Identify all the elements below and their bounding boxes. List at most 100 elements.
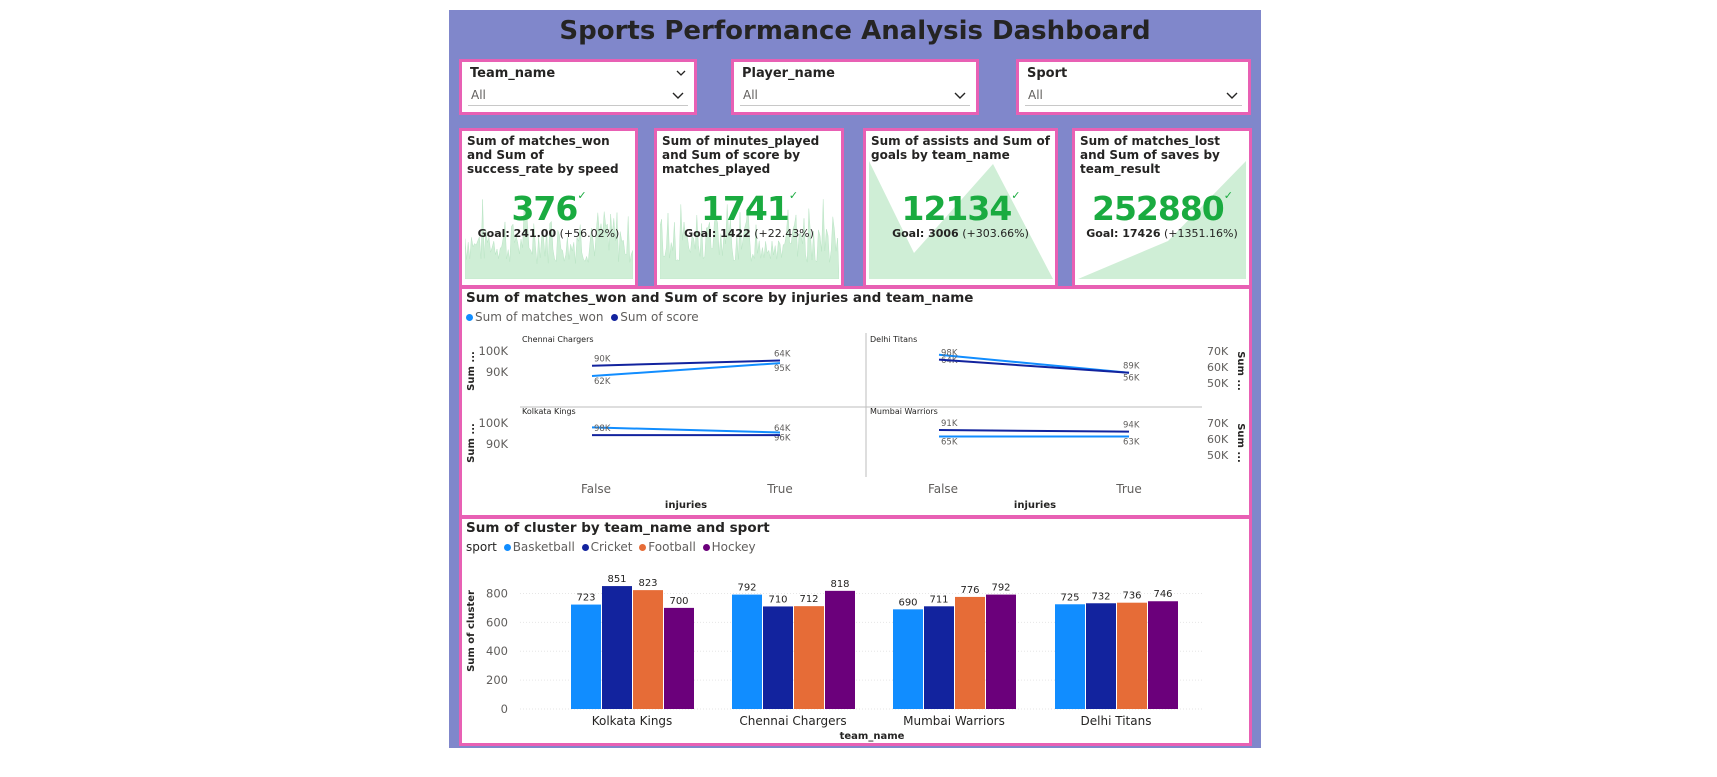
kpi-value: 376✓ bbox=[511, 189, 586, 228]
series-line[interactable] bbox=[591, 359, 781, 367]
slicer-dropdown[interactable]: All bbox=[740, 85, 970, 106]
slicer-player-name[interactable]: Player_name All bbox=[731, 59, 979, 115]
series-line[interactable] bbox=[938, 358, 1130, 374]
bar[interactable] bbox=[1086, 603, 1116, 709]
bar[interactable] bbox=[924, 606, 954, 709]
bar[interactable] bbox=[571, 604, 601, 709]
data-label: 56K bbox=[1123, 374, 1140, 384]
chevron-down-icon bbox=[1226, 92, 1238, 99]
slicer-label: Sport bbox=[1027, 66, 1068, 81]
bar[interactable] bbox=[794, 606, 824, 709]
kpi-card-matches-lost[interactable]: Sum of matches_lost and Sum of saves by … bbox=[1072, 128, 1252, 288]
data-label: 62K bbox=[594, 377, 611, 387]
x-tick: False bbox=[581, 482, 611, 496]
bar[interactable] bbox=[986, 594, 1016, 709]
kpi-title: Sum of assists and Sum of goals by team_… bbox=[871, 134, 1050, 162]
kpi-card-minutes-played[interactable]: Sum of minutes_played and Sum of score b… bbox=[654, 128, 844, 288]
kpi-trend-area bbox=[869, 161, 1053, 279]
y-tick-right: 60K bbox=[1207, 433, 1229, 446]
y-tick: 90K bbox=[486, 365, 509, 379]
data-label: 91K bbox=[941, 419, 958, 429]
panel-label: Kolkata Kings bbox=[522, 407, 576, 416]
check-icon: ✓ bbox=[1223, 189, 1233, 202]
data-label: 64K bbox=[774, 424, 791, 434]
data-label: 818 bbox=[830, 579, 849, 590]
x-tick: Delhi Titans bbox=[1081, 714, 1152, 728]
bar[interactable] bbox=[763, 606, 793, 709]
data-label: 90K bbox=[594, 355, 611, 365]
x-axis-title: injuries bbox=[1014, 500, 1056, 511]
slicer-value: All bbox=[471, 88, 486, 102]
data-label: 823 bbox=[638, 578, 657, 589]
legend-item[interactable]: Sum of matches_won bbox=[475, 310, 604, 324]
bar[interactable] bbox=[825, 590, 855, 709]
data-label: 851 bbox=[607, 574, 626, 585]
bar[interactable] bbox=[955, 596, 985, 709]
kpi-title: Sum of matches_lost and Sum of saves by … bbox=[1080, 134, 1221, 176]
slicer-dropdown[interactable]: All bbox=[468, 85, 688, 106]
check-icon: ✓ bbox=[577, 189, 586, 202]
chart-legend: Sum of matches_won Sum of score bbox=[466, 310, 699, 324]
kpi-trend-area bbox=[465, 199, 633, 279]
legend-dot-cricket bbox=[581, 544, 589, 551]
data-label: 725 bbox=[1060, 592, 1079, 603]
data-label: 723 bbox=[576, 593, 595, 604]
bar[interactable] bbox=[1117, 602, 1147, 709]
y-tick: 800 bbox=[486, 586, 508, 600]
data-label: 65K bbox=[941, 438, 958, 448]
data-label: 64K bbox=[774, 350, 791, 360]
y-axis-title: Sum ... bbox=[466, 423, 477, 463]
legend-item[interactable]: Sum of score bbox=[620, 310, 699, 324]
y-tick-right: 50K bbox=[1207, 449, 1229, 462]
bar[interactable] bbox=[1148, 601, 1178, 709]
x-tick: Mumbai Warriors bbox=[903, 714, 1005, 728]
data-label: 712 bbox=[799, 594, 818, 605]
series-line[interactable] bbox=[938, 429, 1130, 433]
data-label: 98K bbox=[941, 349, 958, 359]
slicer-label: Team_name bbox=[470, 66, 556, 81]
x-axis-title: injuries bbox=[665, 500, 707, 511]
kpi-trend-area bbox=[1078, 161, 1246, 279]
bar[interactable] bbox=[602, 586, 632, 709]
series-line[interactable] bbox=[591, 362, 781, 378]
legend-dot-score bbox=[611, 314, 619, 321]
bar-chart-plot: Sum of cluster team_name 0 200 400 600 800 72… bbox=[466, 574, 1202, 742]
chevron-down-icon[interactable] bbox=[674, 66, 688, 80]
data-label: 690 bbox=[898, 597, 917, 608]
legend-item[interactable]: Football bbox=[648, 540, 696, 554]
legend-dot-football bbox=[639, 544, 647, 551]
y-tick: 200 bbox=[486, 673, 508, 687]
legend-title: sport bbox=[466, 540, 497, 554]
kpi-value: 252880✓ bbox=[1092, 189, 1233, 228]
bar[interactable] bbox=[893, 609, 923, 709]
legend-dot-basketball bbox=[503, 544, 511, 551]
data-label: 732 bbox=[1091, 591, 1110, 602]
legend-item[interactable]: Basketball bbox=[512, 540, 575, 554]
slicer-sport[interactable]: Sport All bbox=[1016, 59, 1251, 115]
y-tick: 90K bbox=[486, 437, 509, 451]
line-chart-card[interactable]: Sum of matches_won and Sum of score by i… bbox=[459, 286, 1252, 518]
bar[interactable] bbox=[664, 607, 694, 709]
series-line[interactable] bbox=[591, 426, 781, 434]
bar[interactable] bbox=[732, 594, 762, 709]
bar[interactable] bbox=[633, 590, 663, 709]
legend-item[interactable]: Cricket bbox=[590, 540, 633, 554]
y-tick: 100K bbox=[479, 344, 509, 358]
slicer-dropdown[interactable]: All bbox=[1025, 85, 1242, 106]
y-axis-title: Sum ... bbox=[466, 351, 477, 391]
legend-item[interactable]: Hockey bbox=[711, 540, 756, 554]
slicer-value: All bbox=[743, 88, 758, 102]
dashboard-title: Sports Performance Analysis Dashboard bbox=[559, 16, 1151, 46]
chart-title: Sum of cluster by team_name and sport bbox=[466, 520, 770, 536]
bar[interactable] bbox=[1055, 604, 1085, 709]
kpi-card-assists-goals[interactable]: Sum of assists and Sum of goals by team_… bbox=[863, 128, 1058, 288]
chart-title: Sum of matches_won and Sum of score by i… bbox=[466, 290, 974, 306]
chart-legend: sport Basketball Cricket Football Hockey bbox=[466, 540, 756, 554]
bar-chart-card[interactable]: Sum of cluster by team_name and sport sp… bbox=[459, 516, 1252, 746]
y-tick: 400 bbox=[486, 644, 508, 658]
y-tick: 0 bbox=[501, 702, 508, 716]
kpi-card-matches-won[interactable]: Sum of matches_won and Sum of success_ra… bbox=[459, 128, 638, 288]
data-label: 792 bbox=[991, 583, 1010, 594]
slicer-team-name[interactable]: Team_name All bbox=[459, 59, 697, 115]
